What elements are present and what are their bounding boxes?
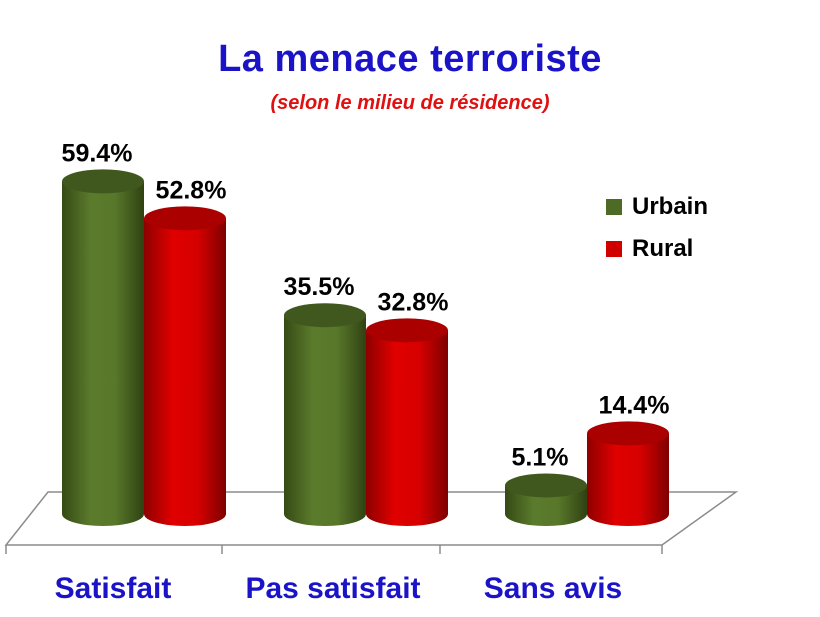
bar-urbain-1 (62, 169, 144, 527)
chart-subtitle: (selon le milieu de résidence) (270, 92, 550, 114)
legend-item-rural: Rural (606, 228, 708, 270)
bar-urbain-2 (284, 303, 366, 526)
legend: Urbain Rural (606, 186, 708, 270)
bar-rural-1 (144, 206, 226, 526)
legend-label-urbain: Urbain (632, 193, 709, 220)
data-label-urbain-2: 35.5% (284, 273, 355, 301)
data-label-rural-2: 32.8% (378, 288, 449, 316)
legend-swatch-urbain (606, 199, 622, 215)
category-label-1: Satisfait (55, 572, 172, 605)
bar-urbain-3 (505, 473, 587, 526)
legend-item-urbain: Urbain (606, 186, 708, 228)
bar-rural-2 (366, 318, 448, 526)
legend-swatch-rural (606, 241, 622, 257)
data-label-urbain-3: 5.1% (512, 443, 569, 471)
data-label-urbain-1: 59.4% (62, 139, 133, 167)
bar-rural-3 (587, 421, 669, 526)
legend-label-rural: Rural (632, 235, 694, 262)
chart-title: La menace terroriste (218, 38, 602, 80)
category-label-3: Sans avis (484, 572, 622, 605)
data-label-rural-1: 52.8% (156, 176, 227, 204)
category-label-2: Pas satisfait (245, 572, 420, 605)
data-label-rural-3: 14.4% (599, 391, 670, 419)
